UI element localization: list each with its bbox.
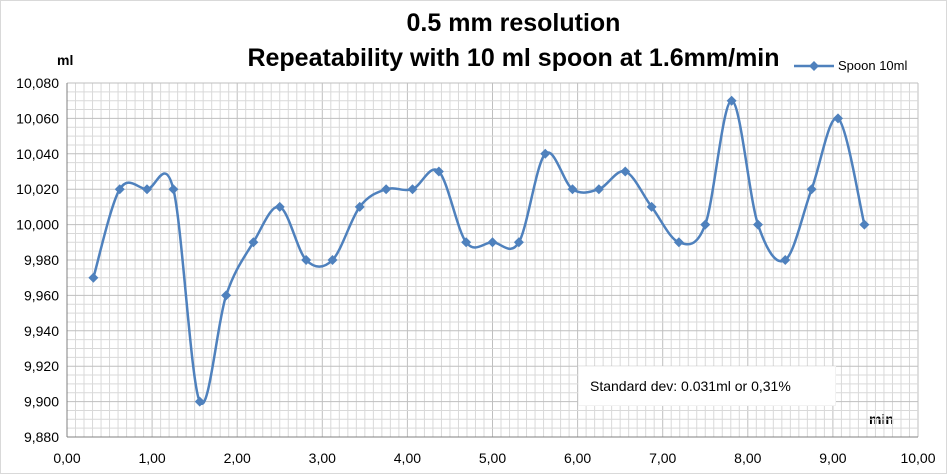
y-tick-label: 10,020: [16, 181, 59, 197]
series-line: [92, 99, 866, 405]
legend: Spoon 10ml: [794, 58, 907, 73]
legend-line-marker-icon: [794, 60, 834, 71]
data-point-marker: [88, 272, 99, 283]
y-tick-label: 10,040: [16, 146, 59, 162]
data-point-marker: [833, 113, 844, 124]
x-tick-label: 2,00: [224, 450, 251, 466]
data-point-marker: [194, 396, 205, 407]
y-tick-label: 9,880: [24, 429, 59, 445]
y-tick-label: 10,060: [16, 110, 59, 126]
data-point-marker: [859, 219, 870, 230]
x-tick-label: 10,00: [900, 450, 935, 466]
axes: [66, 83, 918, 438]
y-tick-label: 9,920: [24, 358, 59, 374]
data-point-marker: [593, 184, 604, 195]
data-point-marker: [673, 237, 684, 248]
data-point-marker: [248, 237, 259, 248]
data-point-marker: [461, 237, 472, 248]
data-point-marker: [726, 95, 737, 106]
data-point-marker: [646, 201, 657, 212]
data-point-marker: [780, 255, 791, 265]
y-tick-label: 10,000: [16, 217, 59, 233]
y-tick-label: 10,080: [16, 75, 59, 91]
series-layer: [88, 95, 870, 407]
chart-subtitle: Repeatability with 10 ml spoon at 1.6mm/…: [247, 44, 780, 72]
data-point-marker: [806, 184, 817, 195]
data-point-marker: [141, 184, 152, 195]
x-tick-label: 8,00: [734, 450, 761, 466]
y-tick-label: 9,980: [24, 252, 59, 268]
x-tick-label: 7,00: [649, 450, 676, 466]
data-point-marker: [354, 201, 365, 212]
x-tick-label: 6,00: [564, 450, 591, 466]
y-axis-label: ml: [57, 52, 74, 68]
chart-title: 0.5 mm resolution: [406, 9, 621, 37]
data-point-marker: [567, 184, 578, 195]
y-tick-labels: 9,880 9,900 9,920 9,940 9,960 9,980 10,000 10,0…: [16, 75, 59, 445]
x-tick-label: 4,00: [394, 450, 421, 466]
legend-series-name: Spoon 10ml: [838, 58, 908, 73]
x-tick-labels: 0,00 1,00 2,00 3,00 4,00 5,00 6,00 7,00 8,00 9,00…: [53, 450, 935, 466]
data-point-marker: [407, 184, 418, 195]
data-point-marker: [540, 148, 551, 159]
data-point-marker: [114, 184, 125, 195]
y-tick-label: 9,960: [24, 287, 59, 303]
data-point-marker: [168, 184, 179, 195]
x-tick-label: 5,00: [479, 450, 506, 466]
data-point-marker: [513, 237, 524, 248]
data-point-marker: [327, 255, 338, 265]
data-point-marker: [700, 219, 711, 230]
data-point-marker: [620, 166, 631, 177]
data-point-marker: [301, 255, 312, 265]
data-point-marker: [433, 166, 444, 177]
x-tick-label: 3,00: [309, 450, 336, 466]
x-tick-label: 9,00: [819, 450, 846, 466]
data-point-marker: [381, 184, 392, 195]
data-point-marker: [753, 219, 764, 230]
y-tick-label: 9,900: [24, 394, 59, 410]
standard-deviation-annotation: Standard dev: 0.031ml or 0,31%: [578, 366, 836, 406]
y-tick-label: 9,940: [24, 323, 59, 339]
data-point-marker: [487, 237, 498, 248]
data-point-marker: [221, 290, 232, 301]
x-tick-label: 1,00: [138, 450, 165, 466]
data-point-marker: [274, 201, 285, 212]
x-tick-label: 0,00: [53, 450, 80, 466]
